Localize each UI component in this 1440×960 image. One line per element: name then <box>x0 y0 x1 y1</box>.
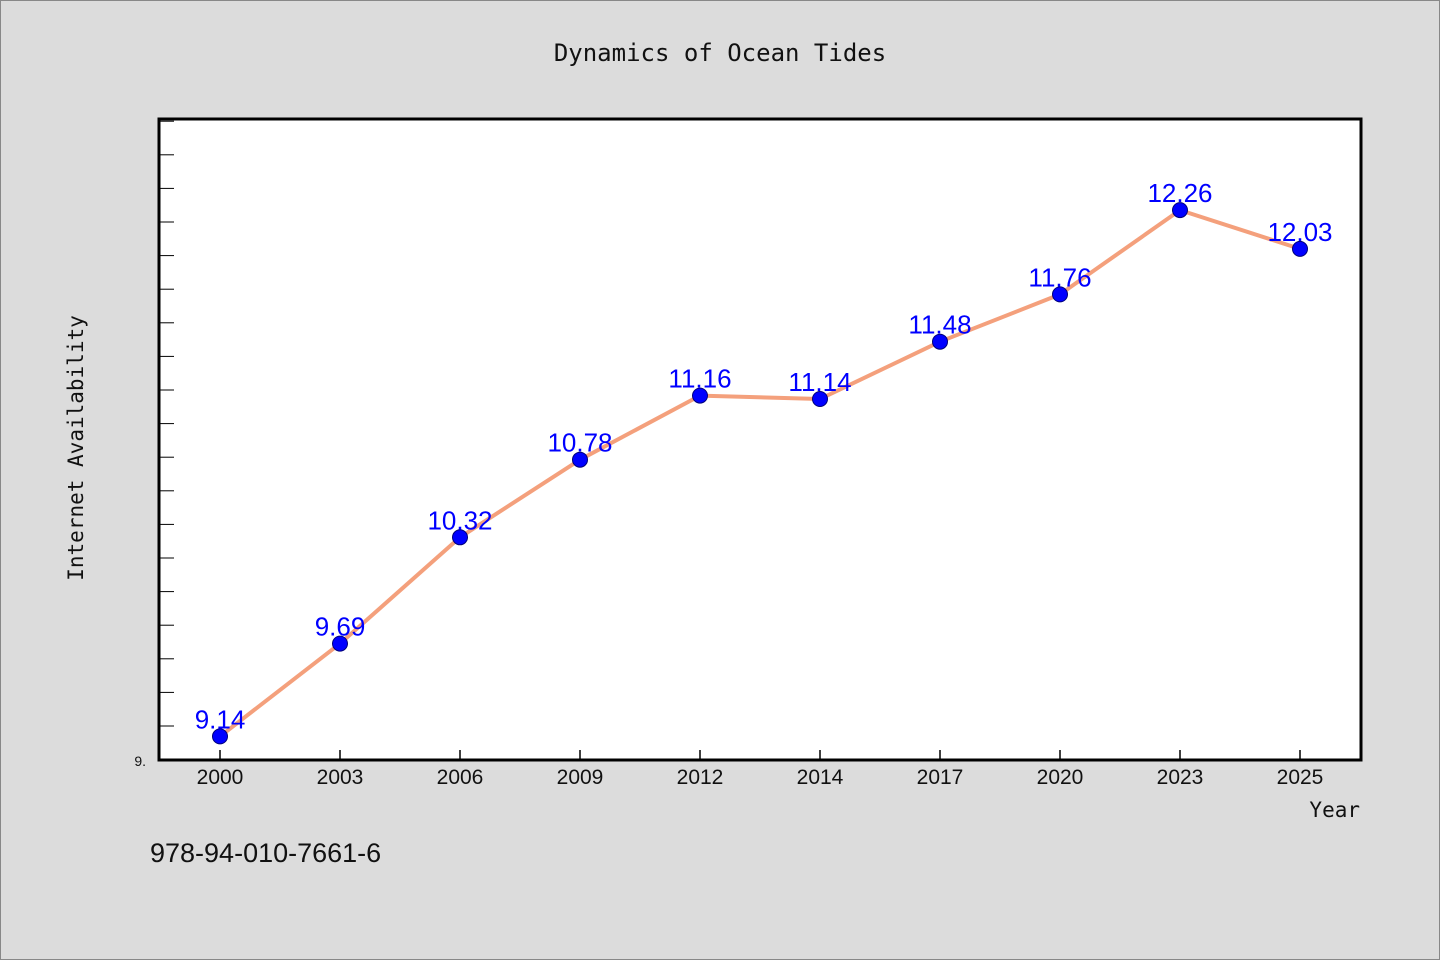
data-point-2014 <box>812 391 828 407</box>
x-axis-label: Year <box>1309 798 1360 822</box>
data-labels: 9.14 9.69 10.32 10.78 11.16 11.14 11.48 11.76 12… <box>195 178 1333 734</box>
data-label-2017: 11.48 <box>908 310 971 340</box>
x-tick-label: 2003 <box>317 766 364 789</box>
data-point-2000 <box>212 728 228 745</box>
data-point-2006 <box>452 529 468 546</box>
data-point-2012 <box>692 387 708 404</box>
series-line <box>218 208 1302 739</box>
isbn-text: 978-94-010-7661-6 <box>150 838 381 868</box>
y-axis-label: Internet Availability <box>64 315 88 581</box>
chart-title: Dynamics of Ocean Tides <box>554 39 886 67</box>
data-label-2003: 9.69 <box>315 612 366 642</box>
data-label-2009: 10.78 <box>547 428 612 458</box>
data-label-2025: 12.03 <box>1267 217 1332 247</box>
x-tick-label: 2009 <box>557 766 604 789</box>
data-label-2000: 9.14 <box>195 704 246 734</box>
data-point-2003 <box>332 635 348 652</box>
data-point-2017 <box>932 333 948 350</box>
x-tick-label: 2006 <box>437 766 484 789</box>
data-point-2025 <box>1292 240 1308 257</box>
data-label-2020: 11.76 <box>1028 262 1091 292</box>
x-tick-label: 2025 <box>1277 766 1324 789</box>
x-tick-label: 2014 <box>797 766 844 789</box>
x-tick-label: 2023 <box>1157 766 1204 789</box>
data-label-2006: 10.32 <box>427 505 492 535</box>
x-tick-label: 2020 <box>1037 766 1084 789</box>
x-tick-label: 2017 <box>917 766 964 789</box>
x-tick-label: 2000 <box>197 766 244 789</box>
x-tick-label: 2012 <box>677 766 724 789</box>
data-label-2023: 12.26 <box>1147 178 1212 208</box>
data-point-2020 <box>1052 286 1068 303</box>
data-point-2023 <box>1172 202 1188 219</box>
data-points <box>212 202 1308 745</box>
y-axis-ticks <box>159 120 174 727</box>
data-label-2014: 11.14 <box>788 367 851 397</box>
x-axis-ticks <box>219 750 1301 759</box>
y-tick-label: 9. <box>134 753 146 769</box>
plot-border <box>157 117 1363 762</box>
x-tick-labels: 2000 2003 2006 2009 2012 2014 2017 2020 2023 2025 <box>197 766 1324 789</box>
data-label-2012: 11.16 <box>668 364 731 394</box>
data-point-2009 <box>572 451 588 468</box>
